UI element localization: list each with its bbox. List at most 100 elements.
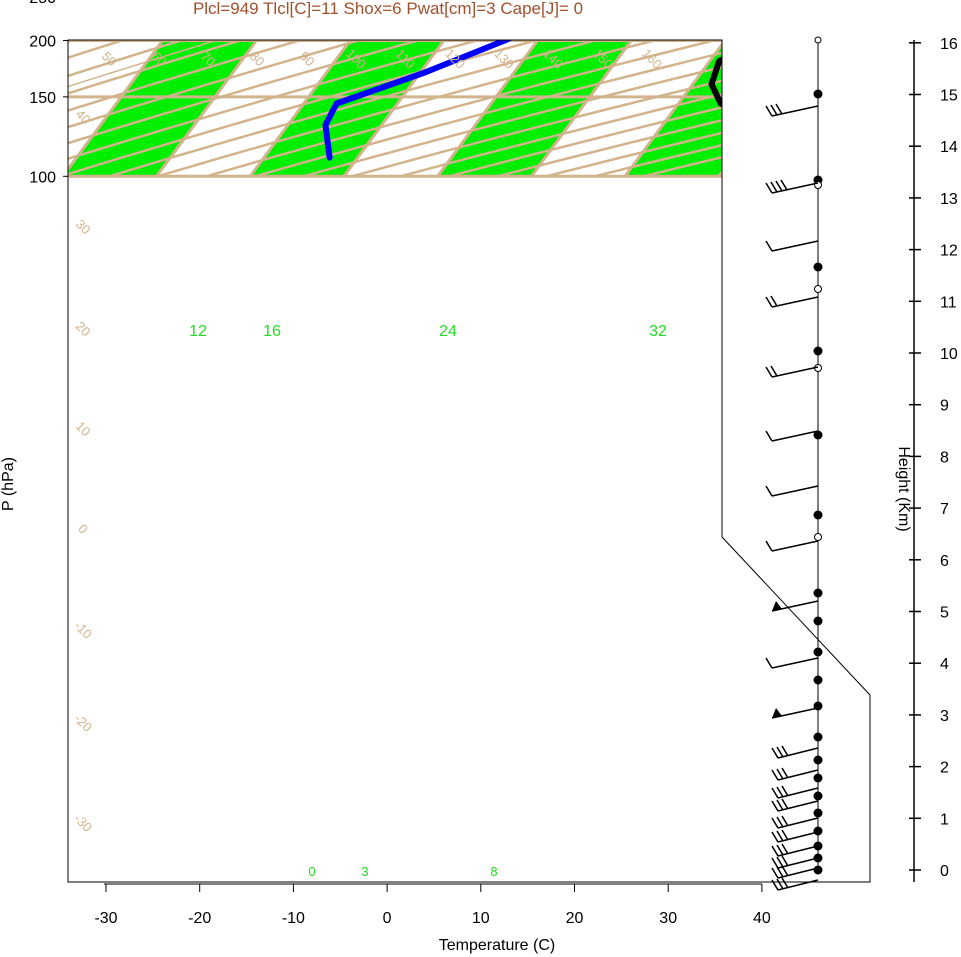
- wind-feather: [765, 296, 773, 308]
- isotherm-label: -10: [745, 538, 769, 562]
- wind-level-dot: [813, 430, 823, 440]
- wind-feather: [770, 181, 778, 193]
- isotherm-label: 0: [725, 463, 741, 479]
- mixing-ratio-lines: [793, 0, 961, 5]
- height-tick-label: 8: [940, 449, 949, 466]
- wind-feather: [781, 865, 789, 877]
- wind-level-dot: [813, 510, 823, 520]
- dewpoint-line: [322, 40, 870, 161]
- mixing-ratio-line: [835, 0, 961, 5]
- mixing-ratio-label: 32: [649, 323, 667, 340]
- height-tick-label: 0: [940, 863, 949, 880]
- temperature-band: [437, 40, 870, 177]
- dry-adiabat-label: 90: [297, 48, 318, 69]
- temperature-band: [812, 40, 870, 177]
- isotherm-line: [717, 40, 870, 178]
- isotherm-label: 10: [724, 348, 745, 369]
- wind-barb: [777, 867, 819, 879]
- height-tick-label: 6: [940, 553, 949, 570]
- temperature-tick-label: 30: [659, 910, 677, 927]
- temperature-band: [625, 40, 870, 177]
- wind-level-dot: [813, 89, 823, 99]
- x-axis-label: Temperature (C): [439, 937, 555, 954]
- wind-feather: [765, 657, 773, 669]
- wind-feather: [781, 829, 789, 841]
- isotherm-line: [811, 40, 870, 178]
- wind-barb: [771, 182, 819, 194]
- wind-level-dot: [813, 616, 823, 626]
- height-axis-label: Height (Km): [895, 446, 912, 531]
- mixing-ratio-label: 16: [263, 323, 281, 340]
- plot-area: 50 60 70 80 90 100 110 120 130 140 150 1603020100-1…: [0, 0, 961, 879]
- wind-barb: [771, 296, 819, 308]
- height-tick-label: 14: [940, 139, 958, 156]
- wind-feather: [765, 105, 773, 117]
- temperature-tick-label: -10: [282, 910, 305, 927]
- height-tick-label: 1: [940, 811, 949, 828]
- wind-feather: [776, 799, 784, 811]
- dry-adiabat: [545, 40, 870, 178]
- isotherm-line: [0, 0, 27, 176]
- wind-feather: [770, 295, 778, 307]
- wind-feather: [771, 879, 779, 891]
- wind-barb: [777, 857, 819, 869]
- wind-feather: [781, 798, 789, 810]
- wind-level-marker: [814, 181, 822, 189]
- wind-feather: [771, 747, 779, 759]
- isotherm-edge-label: 0: [75, 521, 91, 537]
- height-tick-label: 2: [940, 760, 949, 777]
- isotherm-label: 30: [844, 648, 865, 669]
- isotherm-label: -20: [791, 585, 815, 609]
- temperature-tick-label: 0: [383, 910, 392, 927]
- wind-top-marker: [814, 36, 822, 44]
- wind-level-dot: [813, 865, 823, 875]
- isotherm-edge-label: -30: [71, 811, 95, 835]
- wind-feather: [771, 769, 779, 781]
- wind-pennant: [772, 601, 782, 611]
- wind-barb: [771, 105, 819, 117]
- wind-level-dot: [813, 732, 823, 742]
- wind-feather: [776, 816, 784, 828]
- wind-level-marker: [814, 285, 822, 293]
- pressure-tick-label: 250: [29, 0, 56, 7]
- wind-barb: [771, 540, 819, 552]
- wind-feather: [775, 180, 783, 192]
- isotherm-label: 30: [724, 124, 745, 145]
- isotherm-line: [342, 40, 684, 178]
- isotherm-label: 20: [724, 236, 745, 257]
- wind-feather: [771, 867, 779, 879]
- temperature-line: [708, 40, 870, 161]
- wind-feather: [770, 104, 778, 116]
- y-axis-label: P (hPa): [0, 457, 17, 511]
- height-tick-label: 9: [940, 398, 949, 415]
- wind-feather: [765, 430, 773, 442]
- height-tick-label: 12: [940, 243, 958, 260]
- wind-feather: [775, 103, 783, 115]
- wind-feather: [781, 785, 789, 797]
- wind-pennant: [772, 708, 782, 718]
- pressure-tick-label: 150: [29, 90, 56, 107]
- wind-feather: [776, 830, 784, 842]
- chart-title: Plcl=949 Tlcl[C]=11 Shox=6 Pwat[cm]=3 Ca…: [193, 0, 583, 18]
- isotherm-edge-label: -10: [71, 618, 95, 642]
- height-tick-label: 16: [940, 36, 958, 53]
- height-tick-label: 13: [940, 191, 958, 208]
- wind-level-dot: [813, 791, 823, 801]
- wind-level-dot: [813, 675, 823, 685]
- wind-level-dot: [813, 647, 823, 657]
- wind-feather: [781, 815, 789, 827]
- wind-feather: [765, 366, 773, 378]
- temperature-band: [250, 40, 683, 177]
- wind-feather: [771, 831, 779, 843]
- wind-feather: [776, 856, 784, 868]
- wind-feather: [770, 365, 778, 377]
- temperature-tick-label: 10: [472, 910, 490, 927]
- mixing-ratio-line: [892, 0, 961, 5]
- wind-level-dot: [813, 262, 823, 272]
- wind-feather: [776, 786, 784, 798]
- pressure-axis: 1001502002503004005007008501000: [29, 0, 69, 882]
- temperature-axis: -30 -20 -10 0 10 20 30 40: [94, 883, 771, 927]
- height-tick-label: 7: [940, 501, 949, 518]
